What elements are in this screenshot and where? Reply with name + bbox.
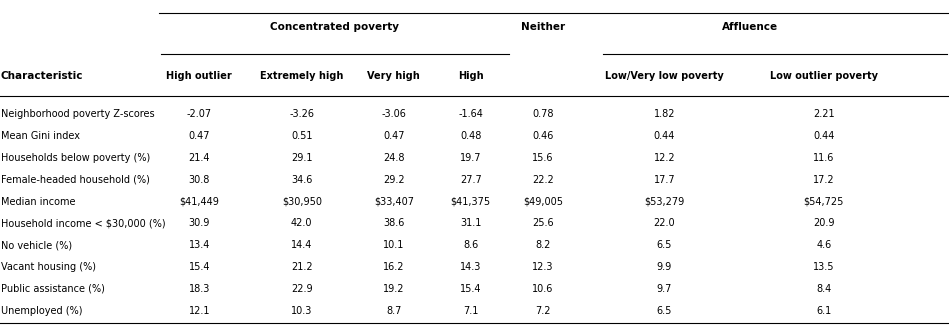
Text: 31.1: 31.1 [460,218,481,228]
Text: 38.6: 38.6 [383,218,404,228]
Text: Affluence: Affluence [721,22,778,32]
Text: 10.3: 10.3 [291,306,312,316]
Text: 10.1: 10.1 [383,240,404,250]
Text: 0.44: 0.44 [654,131,675,141]
Text: 0.48: 0.48 [460,131,481,141]
Text: 21.4: 21.4 [189,153,210,163]
Text: 22.9: 22.9 [291,284,312,294]
Text: High: High [457,71,484,81]
Text: 15.4: 15.4 [460,284,481,294]
Text: 24.8: 24.8 [383,153,404,163]
Text: 12.2: 12.2 [654,153,675,163]
Text: 6.1: 6.1 [816,306,831,316]
Text: Concentrated poverty: Concentrated poverty [270,22,400,32]
Text: 2.21: 2.21 [813,109,834,119]
Text: -3.26: -3.26 [289,109,314,119]
Text: $54,725: $54,725 [804,197,844,207]
Text: 10.6: 10.6 [532,284,553,294]
Text: -2.07: -2.07 [187,109,212,119]
Text: Median income: Median income [1,197,76,207]
Text: 15.4: 15.4 [189,262,210,272]
Text: 11.6: 11.6 [813,153,834,163]
Text: 12.1: 12.1 [189,306,210,316]
Text: 0.44: 0.44 [813,131,834,141]
Text: $49,005: $49,005 [523,197,563,207]
Text: Female-headed household (%): Female-headed household (%) [1,175,150,185]
Text: 42.0: 42.0 [291,218,312,228]
Text: -1.64: -1.64 [458,109,483,119]
Text: 30.9: 30.9 [189,218,210,228]
Text: 34.6: 34.6 [291,175,312,185]
Text: 6.5: 6.5 [657,306,672,316]
Text: 14.4: 14.4 [291,240,312,250]
Text: Vacant housing (%): Vacant housing (%) [1,262,96,272]
Text: Mean Gini index: Mean Gini index [1,131,80,141]
Text: Households below poverty (%): Households below poverty (%) [1,153,150,163]
Text: 22.2: 22.2 [532,175,553,185]
Text: 8.7: 8.7 [386,306,401,316]
Text: 9.9: 9.9 [657,262,672,272]
Text: Neither: Neither [521,22,565,32]
Text: 7.1: 7.1 [463,306,478,316]
Text: 17.2: 17.2 [813,175,834,185]
Text: 0.78: 0.78 [532,109,553,119]
Text: Unemployed (%): Unemployed (%) [1,306,83,316]
Text: 9.7: 9.7 [657,284,672,294]
Text: 29.2: 29.2 [383,175,404,185]
Text: -3.06: -3.06 [381,109,406,119]
Text: No vehicle (%): No vehicle (%) [1,240,72,250]
Text: 12.3: 12.3 [532,262,553,272]
Text: Low/Very low poverty: Low/Very low poverty [605,71,724,81]
Text: Neighborhood poverty Z-scores: Neighborhood poverty Z-scores [1,109,155,119]
Text: $30,950: $30,950 [282,197,322,207]
Text: 19.2: 19.2 [383,284,404,294]
Text: 16.2: 16.2 [383,262,404,272]
Text: $33,407: $33,407 [374,197,414,207]
Text: 19.7: 19.7 [460,153,481,163]
Text: 18.3: 18.3 [189,284,210,294]
Text: 4.6: 4.6 [816,240,831,250]
Text: Low outlier poverty: Low outlier poverty [770,71,878,81]
Text: 21.2: 21.2 [291,262,312,272]
Text: Very high: Very high [367,71,420,81]
Text: Public assistance (%): Public assistance (%) [1,284,104,294]
Text: 30.8: 30.8 [189,175,210,185]
Text: 20.9: 20.9 [813,218,834,228]
Text: 22.0: 22.0 [654,218,675,228]
Text: 0.51: 0.51 [291,131,312,141]
Text: High outlier: High outlier [166,71,233,81]
Text: Extremely high: Extremely high [260,71,344,81]
Text: 29.1: 29.1 [291,153,312,163]
Text: 6.5: 6.5 [657,240,672,250]
Text: 7.2: 7.2 [535,306,550,316]
Text: 0.47: 0.47 [189,131,210,141]
Text: $53,279: $53,279 [644,197,684,207]
Text: 13.4: 13.4 [189,240,210,250]
Text: $41,449: $41,449 [179,197,219,207]
Text: 25.6: 25.6 [532,218,553,228]
Text: $41,375: $41,375 [451,197,491,207]
Text: Characteristic: Characteristic [1,71,84,81]
Text: 1.82: 1.82 [654,109,675,119]
Text: 13.5: 13.5 [813,262,834,272]
Text: 14.3: 14.3 [460,262,481,272]
Text: 0.47: 0.47 [383,131,404,141]
Text: 27.7: 27.7 [460,175,481,185]
Text: 15.6: 15.6 [532,153,553,163]
Text: 8.6: 8.6 [463,240,478,250]
Text: 8.4: 8.4 [816,284,831,294]
Text: Household income < $30,000 (%): Household income < $30,000 (%) [1,218,165,228]
Text: 17.7: 17.7 [654,175,675,185]
Text: 0.46: 0.46 [532,131,553,141]
Text: 8.2: 8.2 [535,240,550,250]
